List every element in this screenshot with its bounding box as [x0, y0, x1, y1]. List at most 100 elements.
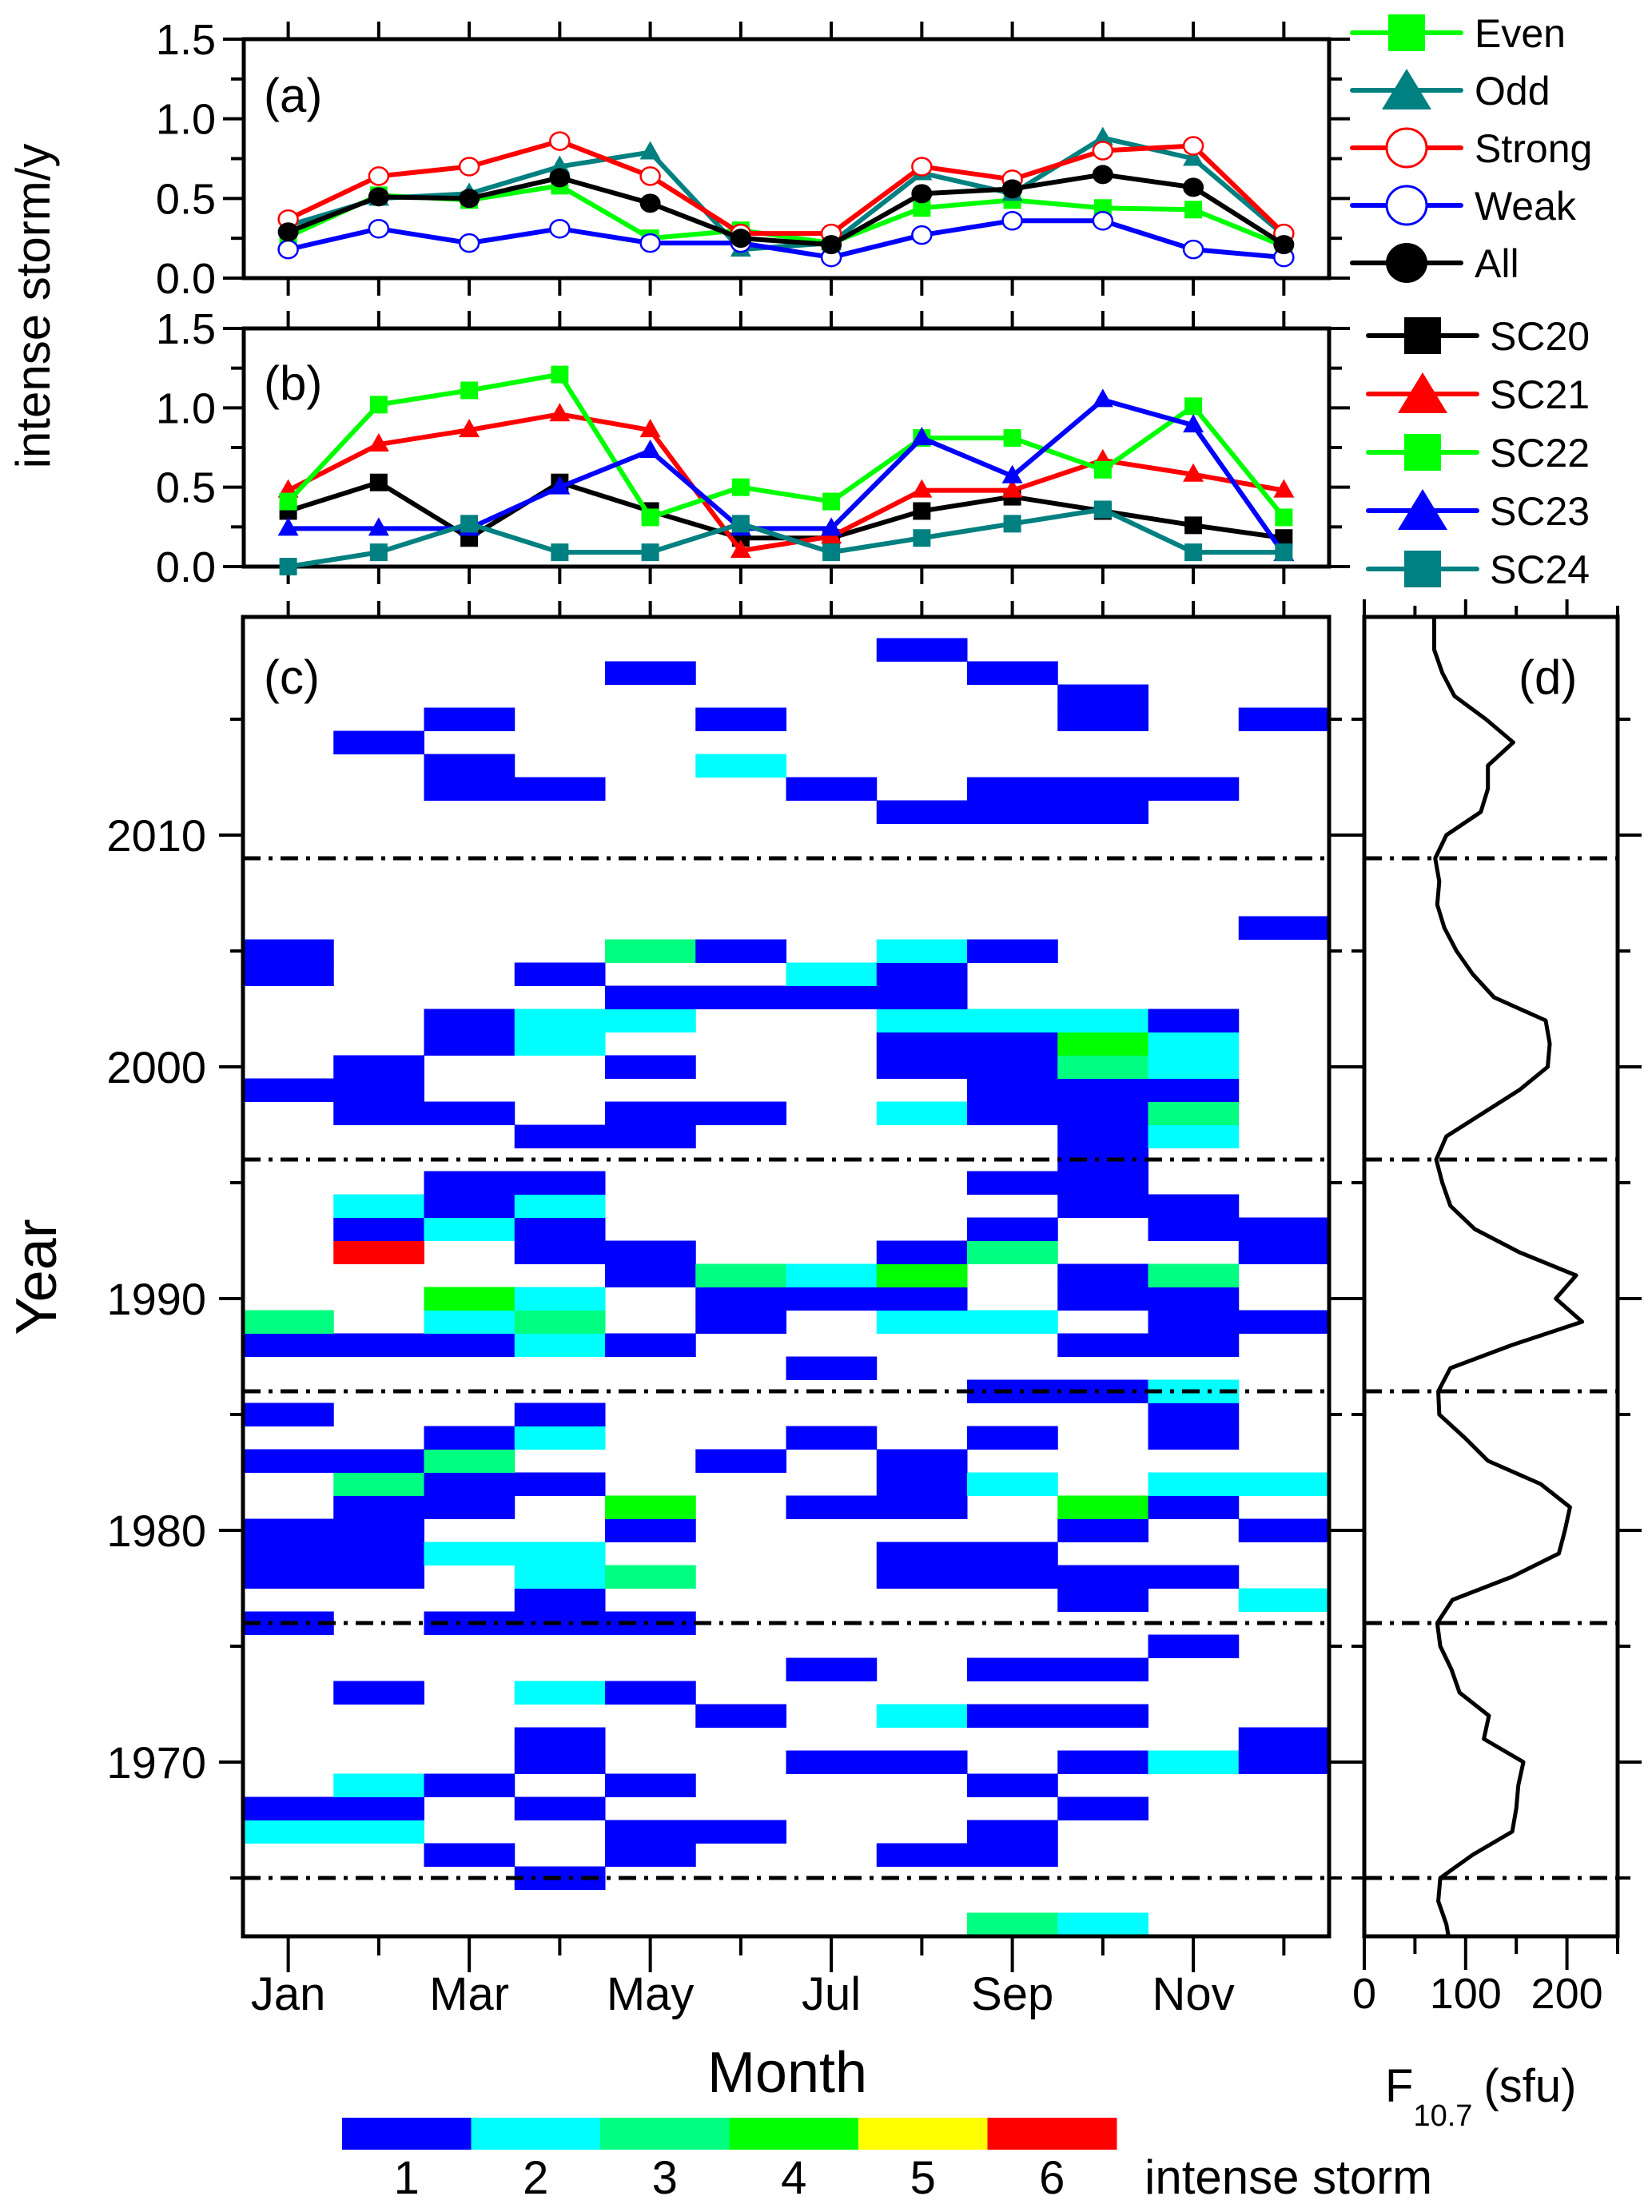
data-point: [460, 381, 479, 400]
heatmap-cell: [876, 1263, 968, 1287]
heatmap-cell: [514, 1333, 606, 1357]
data-point: [1092, 388, 1113, 408]
legend-square-icon: [1404, 317, 1441, 354]
heatmap-cell: [333, 1055, 424, 1079]
data-point: [1275, 529, 1293, 547]
heatmap-cell: [876, 638, 968, 662]
series-weak: [277, 210, 1295, 268]
data-point: [911, 427, 933, 446]
legend-label: SC24: [1490, 547, 1590, 592]
heatmap-cell: [1148, 1078, 1240, 1102]
heatmap-cell: [243, 1820, 334, 1844]
heatmap-cell: [876, 962, 968, 986]
data-point: [459, 189, 480, 209]
heatmap-cell: [1148, 1124, 1240, 1148]
series-line: [287, 138, 1286, 237]
c-ylabel: Year: [5, 1219, 69, 1335]
heatmap-cell: [333, 730, 424, 754]
heatmap-cell: [605, 1820, 696, 1844]
data-point: [1093, 500, 1112, 519]
heatmap-cell: [1057, 1032, 1148, 1056]
heatmap-cell: [967, 777, 1058, 801]
heatmap-cell: [1057, 1287, 1148, 1311]
x-tick-label: 0: [1352, 1970, 1376, 2018]
heatmap-cell: [243, 1565, 334, 1589]
heatmap-cell: [1238, 707, 1330, 731]
data-point: [277, 239, 299, 260]
data-point: [368, 218, 390, 239]
heatmap-cell: [967, 1009, 1058, 1032]
data-point: [279, 558, 297, 575]
heatmap-cell: [243, 939, 334, 963]
heatmap-cell: [514, 1171, 606, 1195]
y-tick-label: 0.0: [156, 543, 216, 591]
data-point: [1003, 429, 1021, 448]
heatmap-cell: [1238, 1240, 1330, 1264]
heatmap-cell: [1238, 1310, 1330, 1334]
data-point: [911, 184, 933, 204]
series-line: [287, 172, 1285, 248]
series-line: [287, 218, 1284, 261]
heatmap-cell: [1057, 1078, 1148, 1102]
heatmap-cell: [333, 1820, 424, 1844]
data-point: [551, 365, 569, 384]
heatmap-cell: [967, 1542, 1058, 1566]
panel-b: 0.0 0.5 1.0 1.5 SC20 SC21 SC22 SC23 SC24: [156, 305, 1590, 592]
data-point: [368, 433, 389, 452]
heatmap-cell: [1057, 1912, 1148, 1936]
heatmap-cell: [605, 1495, 696, 1519]
heatmap-cell: [1148, 1055, 1240, 1079]
heatmap-cell: [695, 1287, 786, 1311]
heatmap-cell: [1057, 1565, 1148, 1589]
heatmap-cell: [1238, 1217, 1330, 1241]
f107-line: [1431, 617, 1585, 1936]
heatmap-cell: [243, 1078, 334, 1102]
heatmap-cell: [333, 1796, 424, 1820]
panel-c-tag: (c): [264, 650, 320, 704]
heatmap-cell: [605, 661, 696, 685]
heatmap-cell: [605, 939, 696, 963]
legend-item-odd: Odd: [1350, 69, 1550, 113]
heatmap-cell: [786, 962, 878, 986]
x-tick-label: 200: [1531, 1970, 1603, 2018]
heatmap-cell: [424, 1287, 516, 1311]
heatmap-cell: [424, 1426, 516, 1450]
heatmap-cell: [786, 777, 878, 801]
data-point: [1001, 179, 1023, 199]
heatmap-cell: [333, 1565, 424, 1589]
heatmap-cell: [1148, 1263, 1240, 1287]
legend-label: Odd: [1475, 69, 1550, 113]
colorbar-swatch: [987, 2118, 1117, 2150]
heatmap-cell: [243, 1402, 334, 1426]
heatmap-cell: [424, 1333, 516, 1357]
legend-circle-icon: [1385, 185, 1428, 226]
y-tick-label: 1980: [106, 1506, 206, 1556]
heatmap-cell: [1057, 1495, 1148, 1519]
legend-item-even: Even: [1350, 11, 1566, 56]
data-point: [1182, 136, 1204, 156]
ab-ylabel: intense storm/y: [6, 144, 60, 469]
data-point: [369, 473, 388, 491]
heatmap-cell: [243, 962, 334, 986]
heatmap-cell: [1148, 1194, 1240, 1218]
heatmap-cell: [1148, 1565, 1240, 1589]
series-sc22: [279, 365, 1293, 527]
series-line: [286, 372, 1286, 520]
legend-item-sc23: SC23: [1366, 489, 1590, 534]
x-tick-label: Nov: [1152, 1968, 1235, 2020]
series-line: [287, 135, 1286, 253]
heatmap-cell: [605, 1518, 696, 1542]
heatmap-cell: [1057, 1194, 1148, 1218]
colorbar-tick-label: 2: [523, 2152, 548, 2204]
heatmap-cell: [243, 1518, 334, 1542]
data-point: [460, 515, 479, 533]
panel-a-tag: (a): [264, 69, 322, 122]
data-point: [1184, 201, 1203, 219]
colorbar-tick-label: 4: [781, 2152, 806, 2204]
x-tick-label: Mar: [429, 1968, 509, 2020]
data-point: [549, 131, 571, 151]
heatmap-cell: [514, 1681, 606, 1705]
data-point: [1183, 177, 1204, 197]
data-point: [277, 517, 299, 536]
